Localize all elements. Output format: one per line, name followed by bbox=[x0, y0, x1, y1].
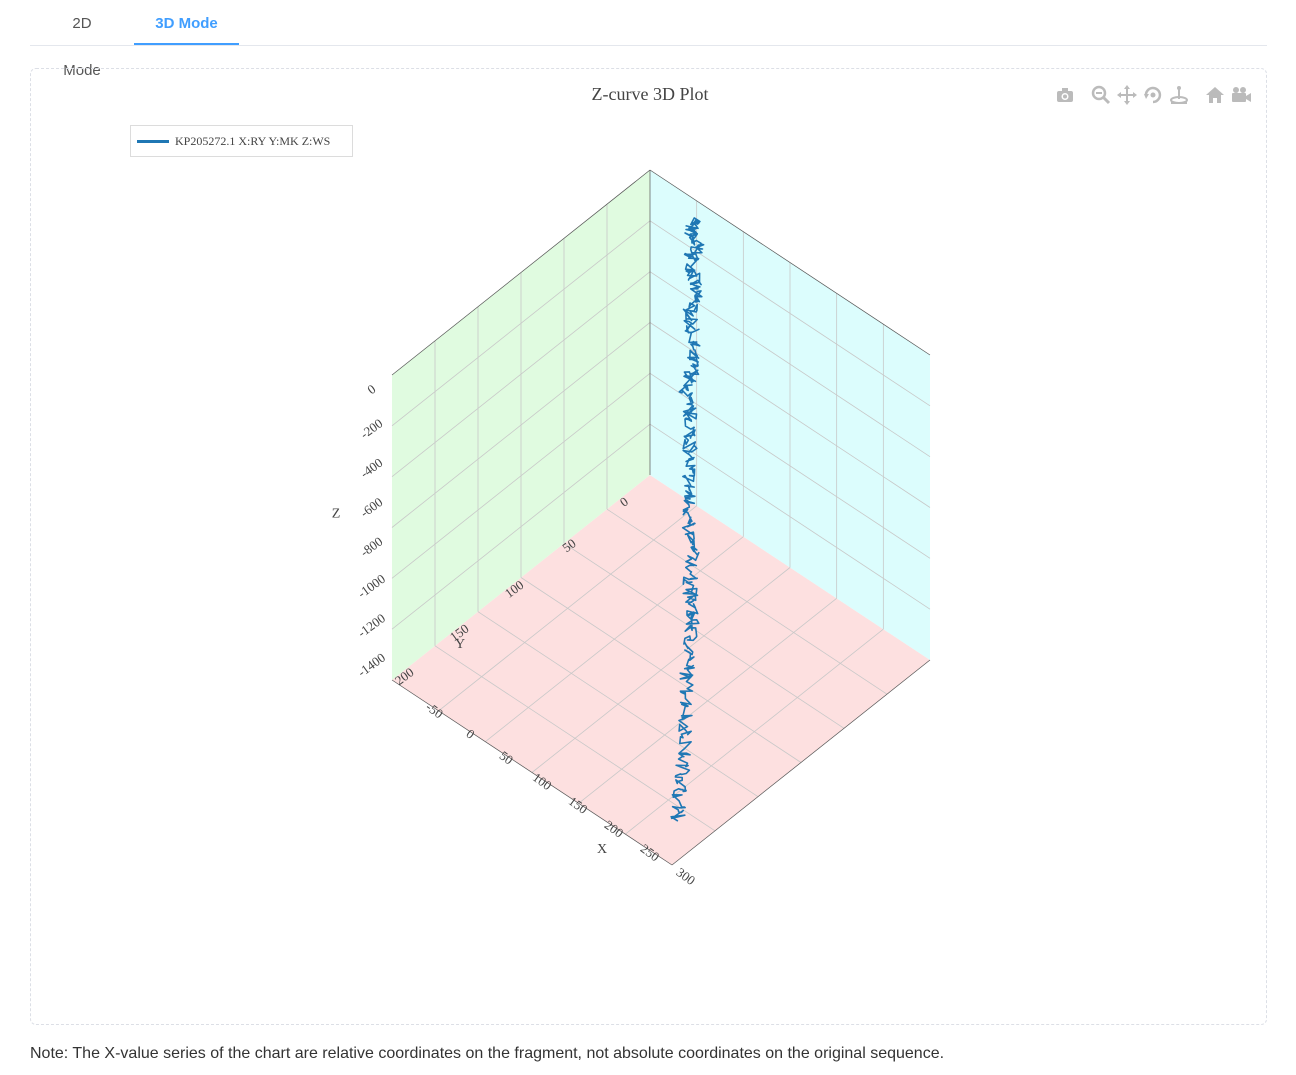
z-tick-label: -1200 bbox=[355, 610, 388, 640]
legend-line-swatch bbox=[137, 140, 169, 143]
chart-panel bbox=[30, 68, 1267, 1025]
footnote: Note: The X-value series of the chart ar… bbox=[30, 1045, 945, 1062]
reset-camera-icon[interactable] bbox=[1204, 84, 1226, 106]
chart-legend[interactable]: KP205272.1 X:RY Y:MK Z:WS bbox=[130, 125, 353, 157]
orbit-rotation-icon[interactable] bbox=[1142, 84, 1164, 106]
z-tick-label: 0 bbox=[364, 381, 378, 397]
z-tick-label: -1000 bbox=[355, 571, 388, 601]
axis-edge bbox=[649, 169, 931, 356]
y-axis-title: Y bbox=[455, 637, 465, 652]
grid-line bbox=[391, 220, 651, 427]
tab-3d-mode[interactable]: 3D Mode bbox=[155, 15, 218, 32]
mode-tabs: 2D Mode 3D Mode bbox=[30, 0, 1267, 79]
camera-icon[interactable] bbox=[1054, 84, 1076, 106]
chart-title: Z-curve 3D Plot bbox=[591, 84, 709, 104]
active-tab-indicator bbox=[134, 43, 239, 45]
legend-entry-label: KP205272.1 X:RY Y:MK Z:WS bbox=[175, 134, 331, 148]
series-trace bbox=[670, 217, 705, 822]
z-tick-label: -800 bbox=[357, 534, 385, 560]
z-tick-label: -400 bbox=[357, 455, 385, 481]
x-axis-title: X bbox=[597, 842, 607, 857]
z-tick-label: -200 bbox=[357, 415, 385, 441]
axis-edge bbox=[671, 659, 931, 866]
zoom-icon[interactable] bbox=[1090, 84, 1112, 106]
grid-lines bbox=[391, 169, 931, 866]
axis-planes bbox=[392, 170, 930, 865]
axis-edge bbox=[391, 679, 673, 866]
x-tick-label: 300 bbox=[674, 864, 699, 888]
tab-2d-mode[interactable]: 2D Mode bbox=[63, 15, 101, 79]
last-save-camera-icon[interactable] bbox=[1230, 84, 1252, 106]
z-axis-title: Z bbox=[332, 506, 341, 521]
z-tick-label: -1400 bbox=[355, 650, 388, 680]
turntable-rotation-icon[interactable] bbox=[1168, 84, 1190, 106]
grid-line bbox=[434, 645, 716, 832]
grid-line bbox=[649, 220, 931, 407]
series-line bbox=[670, 217, 705, 822]
pan-icon[interactable] bbox=[1116, 84, 1138, 106]
axis-edge bbox=[391, 169, 651, 376]
axis-titles: X Y Z bbox=[332, 506, 607, 857]
z-tick-label: -600 bbox=[357, 494, 385, 520]
